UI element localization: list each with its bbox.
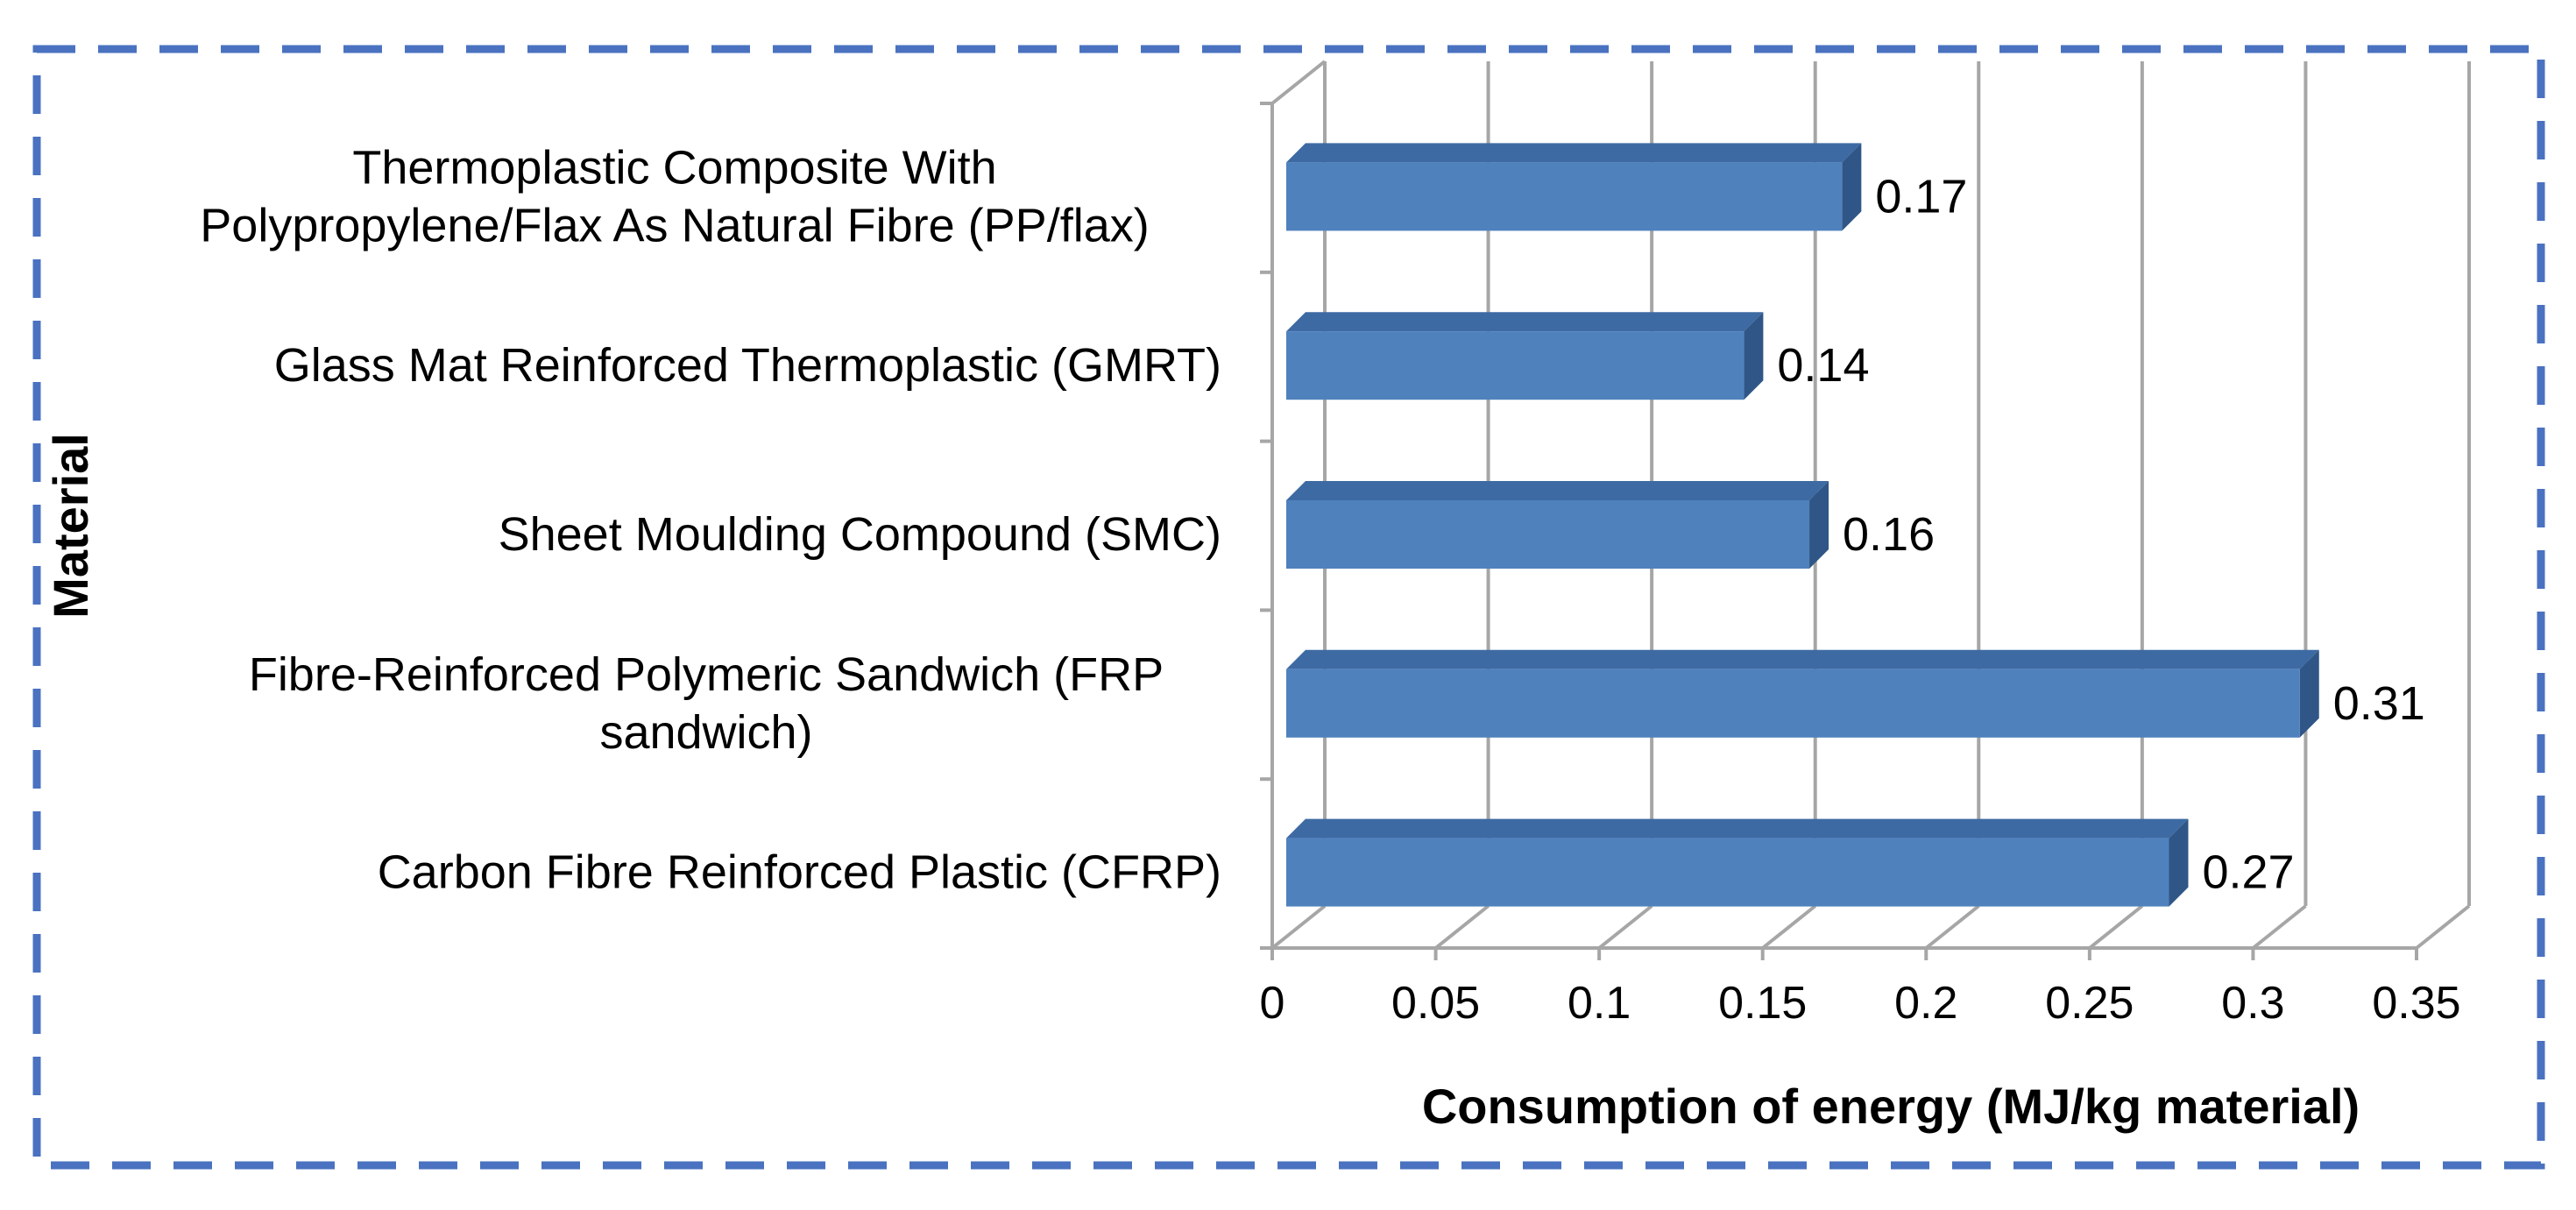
bar-top-4: [1286, 818, 2189, 839]
category-label-line: Carbon Fibre Reinforced Plastic (CFRP): [378, 846, 1221, 899]
floor-line-6: [2252, 904, 2307, 950]
bar-side-0: [1842, 143, 1862, 231]
bar-3: [1286, 669, 2300, 738]
bar-0: [1286, 162, 1843, 231]
x-tick-label-4: 0.2: [1894, 978, 1957, 1029]
category-label-line: Sheet Moulding Compound (SMC): [499, 508, 1221, 561]
bars-layer: [1286, 143, 2319, 907]
bar-top-2: [1286, 481, 1829, 500]
category-label-line: Thermoplastic Composite With: [352, 141, 996, 194]
bar-side-4: [2169, 818, 2189, 907]
bar-1: [1286, 331, 1744, 400]
bar-value-label-0: 0.17: [1875, 170, 1967, 223]
floor-line-7: [2415, 904, 2471, 950]
category-label-2: Sheet Moulding Compound (SMC): [499, 508, 1221, 561]
left-wall-top: [1270, 60, 1327, 105]
floor-line-0: [1270, 904, 1327, 950]
floor-line-1: [1434, 904, 1490, 950]
category-label-line: Polypropylene/Flax As Natural Fibre (PP/…: [200, 199, 1149, 251]
bar-value-label-4: 0.27: [2202, 846, 2294, 899]
y-axis-label: Material: [43, 433, 98, 619]
x-tick-label-7: 0.35: [2372, 978, 2460, 1029]
category-label-1: Glass Mat Reinforced Thermoplastic (GMRT…: [274, 339, 1221, 392]
x-tick-label-3: 0.15: [1718, 978, 1807, 1029]
bar-top-1: [1286, 312, 1764, 332]
bar-value-label-1: 0.14: [1777, 339, 1869, 392]
x-tick-label-6: 0.3: [2221, 978, 2284, 1029]
bar-value-label-3: 0.31: [2333, 677, 2425, 730]
category-label-line: Glass Mat Reinforced Thermoplastic (GMRT…: [274, 339, 1221, 392]
x-tick-label-2: 0.1: [1568, 978, 1631, 1029]
category-label-line: sandwich): [599, 706, 812, 759]
x-axis-label: Consumption of energy (MJ/kg material): [1422, 1079, 2360, 1134]
bar-side-3: [2299, 649, 2319, 738]
x-tick-label-5: 0.25: [2045, 978, 2134, 1029]
bar-top-0: [1286, 143, 1862, 163]
bar-value-label-2: 0.16: [1843, 508, 1935, 561]
category-label-4: Carbon Fibre Reinforced Plastic (CFRP): [378, 846, 1221, 899]
labels-layer: 0 0.05 0.1 0.15 0.2 0.25 0.3 0.35 0.17 Thermoplas…: [200, 141, 2460, 1029]
x-tick-label-1: 0.05: [1391, 978, 1480, 1029]
bar-side-2: [1809, 481, 1829, 569]
bar-side-1: [1744, 312, 1764, 400]
floor-line-5: [2088, 904, 2144, 950]
bar-top-3: [1286, 649, 2319, 669]
floor-line-3: [1761, 904, 1816, 950]
bar-4: [1286, 838, 2169, 907]
floor-line-4: [1925, 904, 1980, 950]
dashed-frame: [32, 45, 2545, 1170]
x-tick-label-0: 0: [1260, 978, 1285, 1029]
floor-line-2: [1597, 904, 1653, 950]
bar-2: [1286, 500, 1810, 569]
category-label-line: Fibre-Reinforced Polymeric Sandwich (FRP: [249, 648, 1164, 701]
category-label-0: Thermoplastic Composite With Polypropylen…: [200, 141, 1149, 251]
category-label-3: Fibre-Reinforced Polymeric Sandwich (FRP…: [249, 648, 1164, 759]
